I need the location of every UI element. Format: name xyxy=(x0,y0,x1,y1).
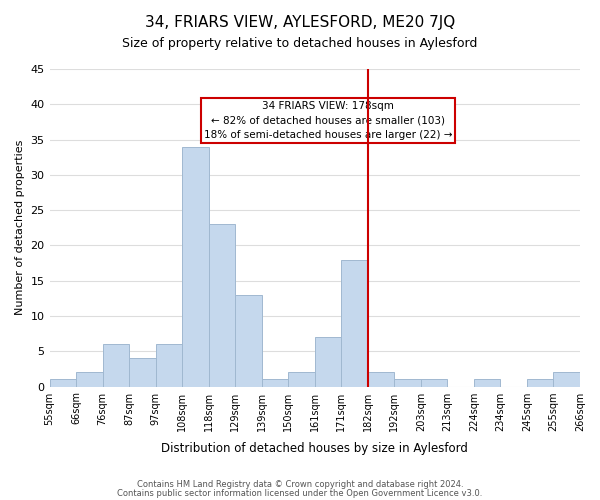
Text: 34 FRIARS VIEW: 178sqm
← 82% of detached houses are smaller (103)
18% of semi-de: 34 FRIARS VIEW: 178sqm ← 82% of detached… xyxy=(204,101,452,140)
Bar xyxy=(209,224,235,386)
Bar xyxy=(262,380,288,386)
Bar xyxy=(527,380,553,386)
Text: Contains HM Land Registry data © Crown copyright and database right 2024.: Contains HM Land Registry data © Crown c… xyxy=(137,480,463,489)
X-axis label: Distribution of detached houses by size in Aylesford: Distribution of detached houses by size … xyxy=(161,442,468,455)
Bar xyxy=(76,372,103,386)
Bar xyxy=(368,372,394,386)
Bar xyxy=(341,260,368,386)
Bar xyxy=(103,344,129,387)
Bar xyxy=(553,372,580,386)
Bar xyxy=(474,380,500,386)
Bar xyxy=(155,344,182,387)
Bar xyxy=(235,295,262,386)
Bar xyxy=(315,337,341,386)
Bar xyxy=(288,372,315,386)
Text: Contains public sector information licensed under the Open Government Licence v3: Contains public sector information licen… xyxy=(118,488,482,498)
Bar xyxy=(129,358,155,386)
Bar xyxy=(182,146,209,386)
Bar xyxy=(50,380,76,386)
Text: Size of property relative to detached houses in Aylesford: Size of property relative to detached ho… xyxy=(122,38,478,51)
Y-axis label: Number of detached properties: Number of detached properties xyxy=(15,140,25,316)
Text: 34, FRIARS VIEW, AYLESFORD, ME20 7JQ: 34, FRIARS VIEW, AYLESFORD, ME20 7JQ xyxy=(145,15,455,30)
Bar xyxy=(394,380,421,386)
Bar xyxy=(421,380,448,386)
